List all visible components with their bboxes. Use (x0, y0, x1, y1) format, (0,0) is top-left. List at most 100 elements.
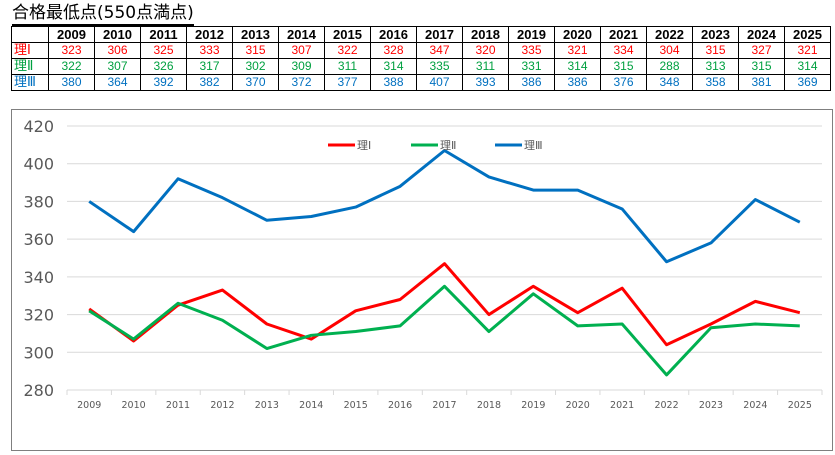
year-header: 2011 (140, 26, 187, 43)
y-tick-label: 300 (23, 343, 54, 362)
x-tick-label: 2021 (610, 400, 634, 411)
y-tick-label: 420 (23, 117, 54, 136)
x-axis (66, 389, 823, 395)
score-cell: 382 (186, 74, 233, 91)
year-header: 2014 (278, 26, 325, 43)
score-cell: 307 (278, 42, 325, 59)
score-cell: 309 (278, 58, 325, 75)
score-cell: 348 (646, 74, 693, 91)
x-tick-label: 2020 (566, 400, 590, 411)
score-cell: 370 (232, 74, 279, 91)
series-line-1 (88, 262, 801, 347)
score-cell: 333 (186, 42, 233, 59)
score-cell: 315 (600, 58, 647, 75)
year-header: 2025 (784, 26, 831, 43)
y-tick-label: 360 (23, 230, 54, 249)
score-cell: 315 (232, 42, 279, 59)
x-tick-label: 2015 (344, 400, 368, 411)
row-label: 理Ⅲ (11, 74, 49, 91)
year-header: 2017 (416, 26, 463, 43)
score-cell: 314 (370, 58, 417, 75)
x-tick-label: 2018 (477, 400, 501, 411)
corner-cell (11, 26, 49, 43)
y-tick-label: 280 (23, 381, 54, 400)
legend-label: 理Ⅱ (440, 139, 456, 152)
score-cell: 314 (784, 58, 831, 75)
y-tick-label: 340 (23, 268, 54, 287)
legend-label: 理Ⅰ (357, 139, 371, 152)
score-cell: 326 (140, 58, 187, 75)
score-cell: 377 (324, 74, 371, 91)
score-cell: 393 (462, 74, 509, 91)
score-cell: 306 (94, 42, 141, 59)
table-row: 理Ⅱ 322 307 326 317 302 309 311 314 335 311 331 314 31… (11, 58, 831, 75)
score-cell: 327 (738, 42, 785, 59)
score-cell: 322 (48, 58, 95, 75)
score-cell: 381 (738, 74, 785, 91)
score-cell: 328 (370, 42, 417, 59)
score-cell: 302 (232, 58, 279, 75)
year-header: 2013 (232, 26, 279, 43)
score-cell: 315 (692, 42, 739, 59)
x-tick-label: 2017 (432, 400, 456, 411)
year-header: 2016 (370, 26, 417, 43)
year-header: 2012 (186, 26, 233, 43)
year-header: 2019 (508, 26, 555, 43)
x-tick-label: 2023 (699, 400, 723, 411)
legend-item: 理Ⅲ (495, 139, 543, 152)
y-axis-ticks: 280 300 320 340 360 380 400 420 (23, 117, 54, 400)
score-cell: 311 (324, 58, 371, 75)
score-cell: 364 (94, 74, 141, 91)
score-cell: 321 (554, 42, 601, 59)
score-cell: 322 (324, 42, 371, 59)
gridlines (67, 125, 822, 353)
score-cell: 392 (140, 74, 187, 91)
score-cell: 311 (462, 58, 509, 75)
table-row: 理Ⅰ 323 306 325 333 315 307 322 328 347 320 335 321 33… (11, 42, 831, 59)
y-tick-label: 400 (23, 155, 54, 174)
x-tick-label: 2010 (122, 400, 146, 411)
x-tick-label: 2019 (521, 400, 545, 411)
score-cell: 369 (784, 74, 831, 91)
score-cell: 407 (416, 74, 463, 91)
x-tick-label: 2012 (210, 400, 234, 411)
score-cell: 317 (186, 58, 233, 75)
table-title: 合格最低点(550点満点) (12, 2, 194, 26)
x-tick-label: 2022 (654, 400, 678, 411)
year-header: 2015 (324, 26, 371, 43)
row-label: 理Ⅱ (11, 58, 49, 75)
score-cell: 386 (508, 74, 555, 91)
score-cell: 372 (278, 74, 325, 91)
year-header: 2018 (462, 26, 509, 43)
score-cell: 331 (508, 58, 555, 75)
chart-area: 280 300 320 340 360 380 400 420 2009 2010 2011 201… (11, 109, 833, 451)
y-tick-label: 320 (23, 306, 54, 325)
score-cell: 325 (140, 42, 187, 59)
score-cell: 347 (416, 42, 463, 59)
x-tick-label: 2024 (743, 400, 767, 411)
score-cell: 358 (692, 74, 739, 91)
x-tick-label: 2009 (77, 400, 101, 411)
year-header: 2024 (738, 26, 785, 43)
x-tick-label: 2025 (788, 400, 812, 411)
row-label: 理Ⅰ (11, 42, 49, 59)
score-cell: 320 (462, 42, 509, 59)
x-tick-label: 2011 (166, 400, 190, 411)
score-cell: 307 (94, 58, 141, 75)
table-row: 理Ⅲ 380 364 392 382 370 372 377 388 407 393 386 386 37… (11, 74, 831, 91)
year-header: 2022 (646, 26, 693, 43)
year-header: 2010 (94, 26, 141, 43)
score-cell: 335 (416, 58, 463, 75)
score-cell: 334 (600, 42, 647, 59)
x-axis-ticks: 2009 2010 2011 2012 2013 2014 2015 2016 2017 2018… (77, 400, 812, 411)
year-header: 2009 (48, 26, 95, 43)
x-tick-label: 2014 (299, 400, 323, 411)
y-tick-label: 380 (23, 192, 54, 211)
legend-item: 理Ⅰ (328, 139, 371, 152)
x-tick-label: 2013 (255, 400, 279, 411)
series-lines (88, 149, 801, 377)
score-cell: 335 (508, 42, 555, 59)
scores-table: 2009 2010 2011 2012 2013 2014 2015 2016 2017 2018… (11, 26, 831, 91)
legend: 理Ⅰ 理Ⅱ 理Ⅲ (328, 139, 543, 152)
score-cell: 388 (370, 74, 417, 91)
